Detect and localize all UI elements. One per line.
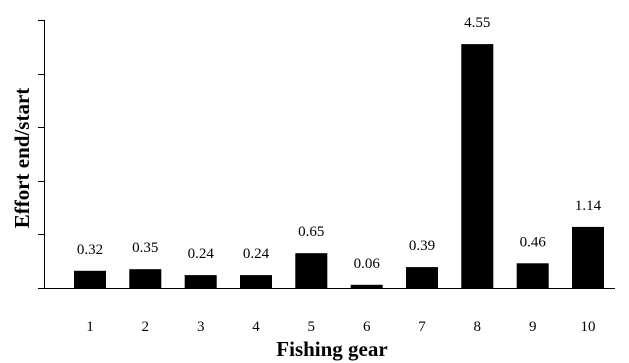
y-axis-title: Effort end/start	[10, 88, 34, 229]
bar-gear-8	[461, 44, 494, 288]
x-tick-label-6: 6	[363, 319, 371, 335]
x-tick-label-1: 1	[86, 319, 94, 335]
value-label-gear-5: 0.65	[298, 224, 324, 240]
bar-gear-2	[129, 269, 162, 288]
bar-gear-5	[295, 253, 328, 288]
axes	[38, 20, 615, 289]
value-label-gear-7: 0.39	[409, 238, 435, 254]
value-label-gear-4: 0.24	[243, 246, 270, 262]
value-label-gear-6: 0.06	[354, 256, 381, 272]
bar-gear-9	[516, 263, 549, 288]
bar-gear-7	[406, 267, 438, 288]
value-label-gear-10: 1.14	[575, 198, 602, 214]
bars	[74, 44, 604, 288]
value-label-gear-9: 0.46	[520, 234, 547, 250]
value-label-gear-2: 0.35	[132, 240, 158, 256]
value-label-gear-3: 0.24	[188, 246, 215, 262]
bar-gear-3	[184, 275, 217, 288]
x-tick-label-9: 9	[529, 319, 537, 335]
x-tick-labels: 1 2 3 4 5 6 7 8 9 10	[86, 319, 595, 335]
value-label-gear-1: 0.32	[77, 242, 103, 258]
x-tick-label-7: 7	[418, 319, 426, 335]
x-tick-label-10: 10	[581, 319, 596, 335]
x-tick-label-5: 5	[308, 319, 316, 335]
x-tick-label-3: 3	[197, 319, 205, 335]
value-label-gear-8: 4.55	[464, 15, 490, 31]
x-tick-label-8: 8	[474, 319, 482, 335]
bar-gear-10	[572, 226, 604, 288]
x-tick-label-2: 2	[142, 319, 150, 335]
bar-gear-4	[240, 275, 272, 288]
x-tick-label-4: 4	[252, 319, 260, 335]
bar-gear-1	[74, 270, 106, 288]
x-axis-title: Fishing gear	[276, 337, 387, 361]
value-labels: 0.32 0.35 0.24 0.24 0.65 0.06 0.39 4.55 0.46 1.14	[77, 15, 602, 272]
y-ticks	[38, 20, 45, 289]
bar-gear-6	[350, 284, 383, 288]
